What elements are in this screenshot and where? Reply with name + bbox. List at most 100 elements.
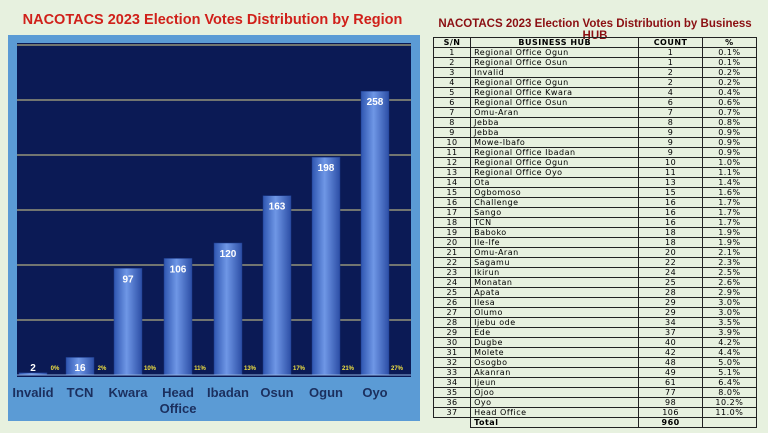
table-cell: 4.4% (701, 347, 758, 358)
table-cell: TCN (470, 217, 640, 228)
table-cell: 0.2% (701, 77, 758, 88)
table-cell: 3.9% (701, 327, 758, 338)
table-cell: 0.7% (701, 107, 758, 118)
table-cell: 3 (432, 67, 472, 78)
table-row: 15 Ogbomoso 15 1.6% (432, 187, 758, 198)
table-cell: 26 (432, 297, 472, 308)
table-cell: 28 (432, 317, 472, 328)
table-cell: 1.7% (701, 207, 758, 218)
bar-value-label: 163 (269, 202, 286, 213)
table-row: 19 Baboko 18 1.9% (432, 227, 758, 238)
bar-percent-label: 11% (194, 366, 206, 372)
table-cell: 16 (638, 217, 703, 228)
table-cell: 8 (432, 117, 472, 128)
table-cell: 8.0% (701, 387, 758, 398)
table-cell: Ojoo (470, 387, 640, 398)
table-cell: 0.9% (701, 127, 758, 138)
table-row: 17 Sango 16 1.7% (432, 207, 758, 218)
table-cell: Regional Office Osun (470, 97, 640, 108)
blank-cell (701, 417, 758, 428)
table-row: 36 Oyo 98 10.2% (432, 397, 758, 408)
table-cell: 1.7% (701, 197, 758, 208)
table-cell: 18 (432, 217, 472, 228)
table-cell: 9 (638, 127, 703, 138)
bar-percent-label: 27% (391, 366, 404, 372)
table-row: 35 Ojoo 77 8.0% (432, 387, 758, 398)
table-cell: Ijebu ode (470, 317, 640, 328)
table-cell: Ilesa (470, 297, 640, 308)
table-cell: Regional Office Kwara (470, 87, 640, 98)
table-cell: Jebba (470, 127, 640, 138)
table-cell: 23 (432, 267, 472, 278)
column-header: BUSINESS HUB (470, 37, 640, 48)
table-cell: 40 (638, 337, 703, 348)
table-cell: 2 (638, 77, 703, 88)
table-cell: 9 (638, 147, 703, 158)
table-cell: 28 (638, 287, 703, 298)
table-row: 12 Regional Office Ogun 10 1.0% (432, 157, 758, 168)
table-row: 34 Ijeun 61 6.4% (432, 377, 758, 388)
table-cell: 5.1% (701, 367, 758, 378)
table-cell: Invalid (470, 67, 640, 78)
table-cell: Ede (470, 327, 640, 338)
table-cell: 31 (432, 347, 472, 358)
table-cell: 2.5% (701, 267, 758, 278)
table-row: 18 TCN 16 1.7% (432, 217, 758, 228)
table-row: 32 Osogbo 48 5.0% (432, 357, 758, 368)
table-cell: 5 (432, 87, 472, 98)
table-cell: 18 (638, 227, 703, 238)
column-header: % (701, 37, 758, 48)
table-cell: 3.5% (701, 317, 758, 328)
table-cell: 16 (638, 197, 703, 208)
table-cell: 16 (432, 197, 472, 208)
table-cell: Regional Office Ogun (470, 47, 640, 58)
table-row: 11 Regional Office Ibadan 9 0.9% (432, 147, 758, 158)
table-cell: Omu-Aran (470, 247, 640, 258)
table-row: 23 Ikirun 24 2.5% (432, 267, 758, 278)
bar-value-label: 106 (170, 264, 187, 275)
table-cell: Monatan (470, 277, 640, 288)
table-cell: 2 (432, 57, 472, 68)
table-cell: 19 (432, 227, 472, 238)
table-row: 21 Omu-Aran 20 2.1% (432, 247, 758, 258)
table-cell: 4.2% (701, 337, 758, 348)
table-cell: 18 (638, 237, 703, 248)
x-tick-label: Ogun (309, 385, 343, 400)
table-cell: Sagamu (470, 257, 640, 268)
table-cell: 1.1% (701, 167, 758, 178)
table-cell: Regional Office Ogun (470, 157, 640, 168)
table-cell: 0.6% (701, 97, 758, 108)
table-cell: 48 (638, 357, 703, 368)
business-hub-table: S/N BUSINESS HUB COUNT% 1 Regional Office O… (432, 37, 758, 428)
bar (163, 258, 193, 376)
table-cell: 0.2% (701, 67, 758, 78)
table-cell: 16 (638, 207, 703, 218)
x-tick-label: Ibadan (207, 385, 249, 400)
table-cell: 1.0% (701, 157, 758, 168)
bar-value-label: 198 (318, 163, 335, 174)
bar-percent-label: 0% (51, 366, 60, 372)
table-row: 30 Dugbe 40 4.2% (432, 337, 758, 348)
column-header: COUNT (638, 37, 703, 48)
bar-value-label: 16 (74, 363, 86, 374)
table-cell: Mowe-Ibafo (470, 137, 640, 148)
table-cell: 2.3% (701, 257, 758, 268)
bar (213, 242, 243, 376)
table-cell: Ogbomoso (470, 187, 640, 198)
table-cell: 21 (432, 247, 472, 258)
table-row: 5 Regional Office Kwara 4 0.4% (432, 87, 758, 98)
table-cell: 17 (432, 207, 472, 218)
table-cell: 0.8% (701, 117, 758, 128)
table-cell: 5.0% (701, 357, 758, 368)
table-row: 31 Molete 42 4.4% (432, 347, 758, 358)
table-cell: 6 (432, 97, 472, 108)
table-cell: 10 (638, 157, 703, 168)
table-cell: 4 (432, 77, 472, 88)
bar-chart: 2 0% Invalid 16 2% TCN 97 10% Kwara 106 11% HeadOff… (12, 44, 411, 416)
table-cell: 3.0% (701, 307, 758, 318)
table-cell: 20 (638, 247, 703, 258)
table-row: 1 Regional Office Ogun 1 0.1% (432, 47, 758, 58)
bar (262, 195, 292, 376)
table-cell: 2.6% (701, 277, 758, 288)
table-cell: 29 (638, 297, 703, 308)
